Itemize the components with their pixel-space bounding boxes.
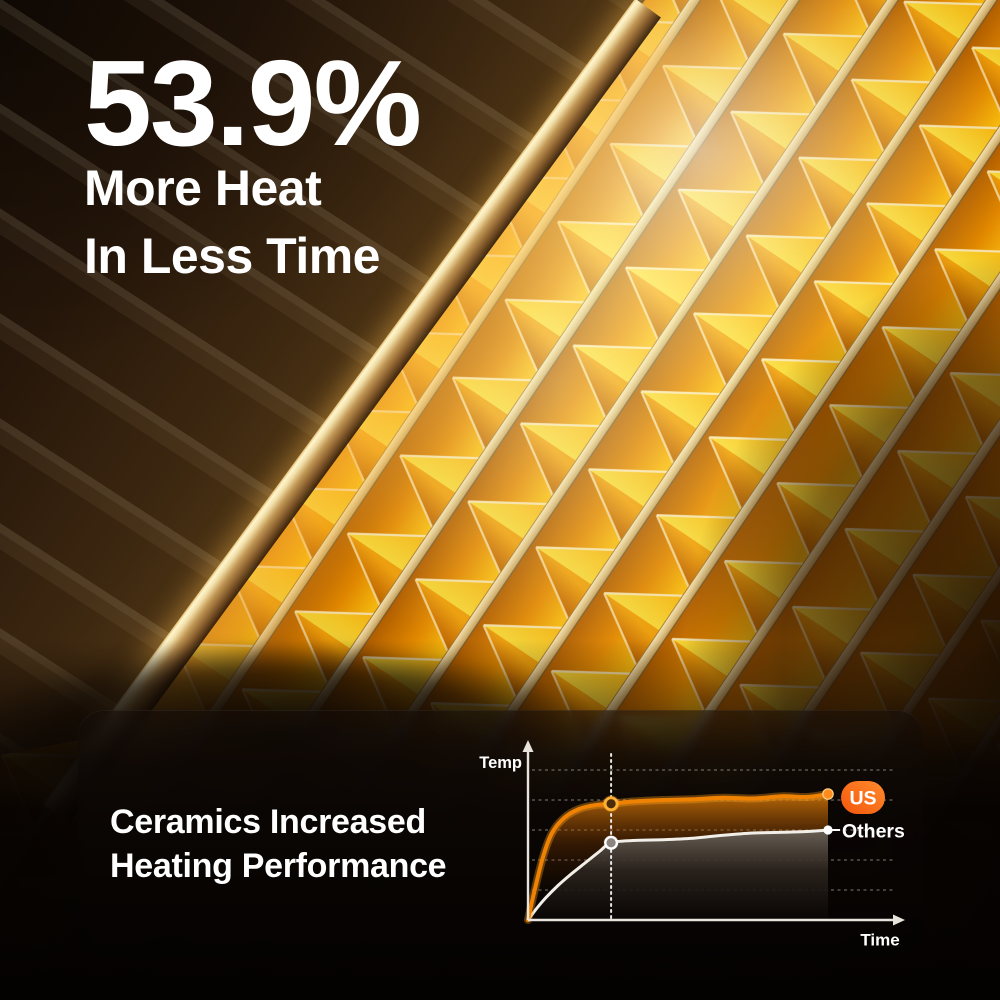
headline: 53.9% More Heat In Less Time <box>84 35 422 290</box>
temperature-chart: Temp Time US Others <box>479 740 905 950</box>
x-axis-arrow-icon <box>893 914 905 926</box>
panel-title: Ceramics Increased Heating Performance <box>110 800 447 888</box>
series-curves <box>524 790 832 924</box>
headline-subtitle: More Heat In Less Time <box>84 154 420 290</box>
headline-line2: In Less Time <box>84 228 380 284</box>
data-markers <box>602 788 834 851</box>
series-fills <box>528 794 828 920</box>
us-badge <box>841 781 885 814</box>
us-badge-label: US <box>849 788 876 810</box>
others-label: Others <box>842 821 905 843</box>
y-axis-label: Temp <box>479 754 522 772</box>
headline-line1: More Heat <box>84 160 322 216</box>
panel-title-line1: Ceramics Increased <box>110 803 426 841</box>
headline-stat: 53.9% <box>84 35 422 171</box>
axes <box>526 750 895 922</box>
y-axis-arrow-icon <box>522 740 534 752</box>
x-axis-label: Time <box>860 931 899 950</box>
panel-title-line2: Heating Performance <box>110 847 447 885</box>
